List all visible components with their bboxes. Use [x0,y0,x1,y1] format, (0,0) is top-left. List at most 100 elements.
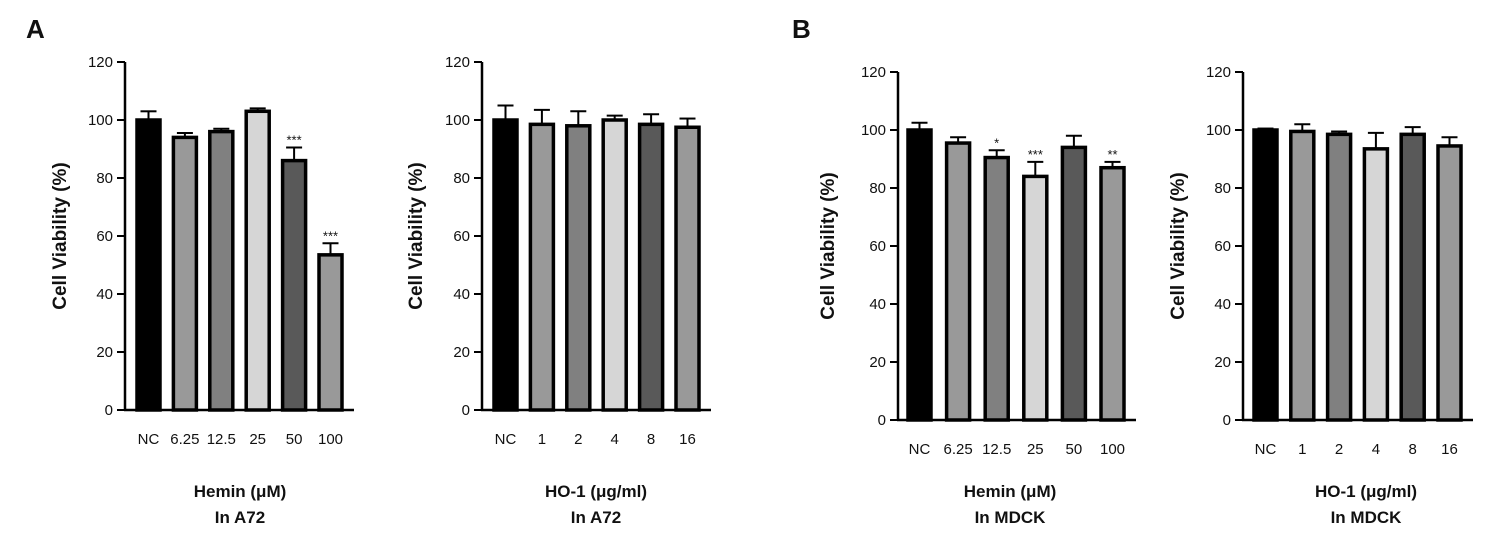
x-axis-subtitle: In MDCK [1331,508,1403,527]
x-tick-label: 4 [611,431,619,448]
y-tick-label: 120 [1206,64,1231,81]
y-tick-label: 100 [861,122,886,139]
bar-50 [280,158,308,412]
y-tick-label: 40 [1214,296,1231,313]
x-tick-label: 6.25 [170,431,199,448]
x-tick-label: 50 [286,431,303,448]
bar-100 [317,253,344,412]
y-tick-label: 120 [445,54,470,71]
x-axis-title: HO-1 (μg/ml) [545,482,647,501]
y-tick-label: 20 [1214,354,1231,371]
x-tick-label: 12.5 [207,431,236,448]
panel-label-a: A [26,14,45,44]
y-tick-label: 60 [1214,238,1231,255]
bar-50 [1060,145,1088,422]
y-tick-label: 0 [105,402,113,419]
y-tick-label: 80 [1214,180,1231,197]
y-tick-label: 80 [869,180,886,197]
bar-4 [1362,147,1390,422]
bar-NC [135,118,162,412]
x-axis-title: HO-1 (μg/ml) [1315,482,1417,501]
bar-4 [601,118,628,412]
y-tick-label: 40 [869,296,886,313]
x-tick-label: 8 [1409,441,1417,458]
y-tick-label: 0 [1223,412,1231,429]
bar-1 [528,122,556,412]
x-tick-label: 1 [1298,441,1306,458]
y-tick-label: 20 [453,344,470,361]
x-tick-label: 2 [1335,441,1343,458]
y-tick-label: 60 [96,228,113,245]
significance-label: ** [1107,147,1117,162]
x-tick-label: 16 [679,431,696,448]
chart-ho1-a72: NC 1 2 4 8 16 0 20 40 60 80 100 120 Cell Viability (%… [406,54,711,527]
x-tick-label: NC [1255,441,1277,458]
y-tick-label: 100 [1206,122,1231,139]
chart-hemin-mdck: NC 6.25 * 12.5 *** 25 50 ** 100 0 20 40 60 80 100 120 Ce… [818,64,1136,527]
chart-ho1-mdck: NC 1 2 4 8 16 0 20 40 60 80 100 120 Cell Viability (%… [1168,64,1473,527]
bar-25 [244,109,271,412]
y-tick-label: 40 [453,286,470,303]
bar-16 [1436,144,1463,422]
y-tick-label: 60 [453,228,470,245]
chart-hemin-a72: NC 6.25 12.5 25 *** 50 *** 100 0 20 40 60 80 100 120 Ce… [50,54,354,527]
y-tick-label: 0 [462,402,470,419]
y-tick-label: 20 [869,354,886,371]
bar-16 [674,125,701,412]
y-tick-label: 80 [96,170,113,187]
significance-label: * [994,135,999,150]
x-axis-subtitle: In A72 [571,508,621,527]
bar-6.25 [944,141,972,422]
y-axis-label: Cell Viability (%) [818,172,839,319]
bar-8 [637,122,665,412]
bar-2 [565,124,592,412]
y-tick-label: 60 [869,238,886,255]
bar-25 [1022,174,1049,422]
x-tick-label: NC [138,431,160,448]
x-axis-subtitle: In A72 [215,508,265,527]
x-tick-label: 100 [1100,441,1125,458]
x-tick-label: 25 [249,431,266,448]
bar-6.25 [171,135,199,412]
x-axis-title: Hemin (μM) [194,482,287,501]
bar-NC [1252,128,1279,422]
y-axis-label: Cell Viability (%) [1168,172,1189,319]
significance-label: *** [323,228,338,243]
x-tick-label: NC [495,431,517,448]
x-tick-label: 4 [1372,441,1380,458]
x-tick-label: 1 [538,431,546,448]
y-tick-label: 100 [445,112,470,129]
x-tick-label: 100 [318,431,343,448]
panel-label-b: B [792,14,811,44]
y-axis-label: Cell Viability (%) [406,162,427,309]
y-axis-label: Cell Viability (%) [50,162,71,309]
x-tick-label: NC [909,441,931,458]
bar-100 [1099,165,1126,422]
significance-label: *** [287,133,302,148]
x-axis-subtitle: In MDCK [975,508,1047,527]
bar-12.5 [983,155,1010,422]
y-tick-label: 120 [88,54,113,71]
bar-1 [1289,129,1316,422]
x-tick-label: 25 [1027,441,1044,458]
bar-2 [1325,132,1353,422]
bar-NC [492,118,519,412]
x-tick-label: 2 [574,431,582,448]
x-tick-label: 12.5 [982,441,1011,458]
bar-NC [906,128,933,422]
y-tick-label: 120 [861,64,886,81]
x-tick-label: 16 [1441,441,1458,458]
y-tick-label: 80 [453,170,470,187]
y-tick-label: 40 [96,286,113,303]
bar-12.5 [208,129,235,412]
x-tick-label: 8 [647,431,655,448]
y-tick-label: 0 [878,412,886,429]
bar-8 [1399,132,1426,422]
y-tick-label: 100 [88,112,113,129]
y-tick-label: 20 [96,344,113,361]
x-tick-label: 50 [1066,441,1083,458]
x-tick-label: 6.25 [943,441,972,458]
significance-label: *** [1028,147,1043,162]
x-axis-title: Hemin (μM) [964,482,1057,501]
